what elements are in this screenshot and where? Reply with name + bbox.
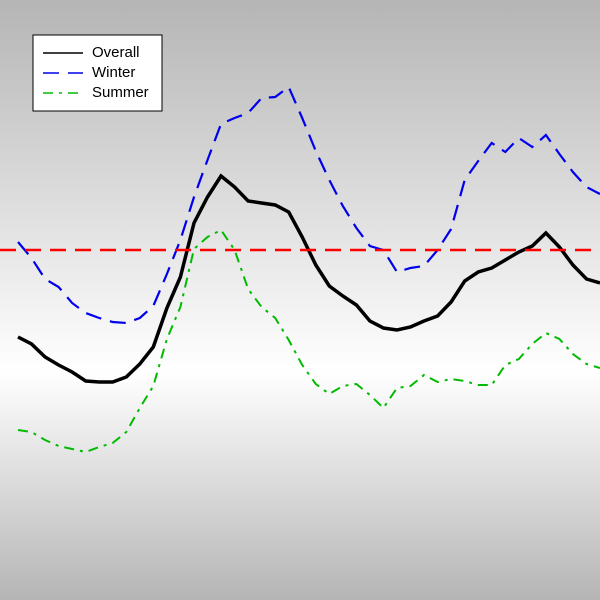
legend-label: Winter [92, 64, 135, 81]
legend-label: Summer [92, 84, 149, 101]
legend: Overall Winter Summer [32, 34, 163, 112]
series-line [17, 228, 600, 454]
series-line [17, 85, 600, 325]
legend-label: Overall [92, 44, 140, 61]
